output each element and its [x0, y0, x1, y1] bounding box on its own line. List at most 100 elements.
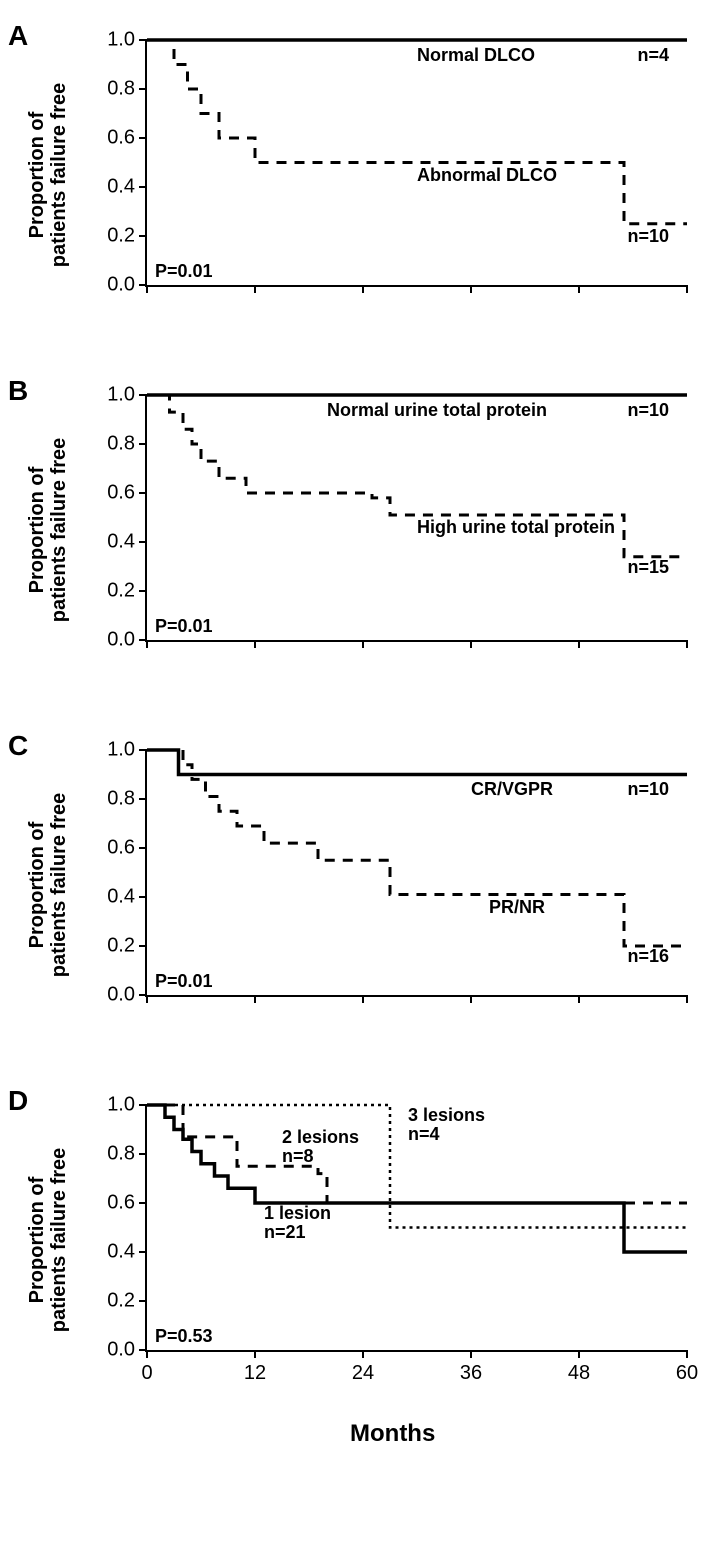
km-svg-A: [147, 40, 687, 285]
annotation: 2 lesions: [282, 1127, 359, 1148]
xtick: [686, 1350, 689, 1358]
ytick: [139, 1153, 147, 1156]
xtick: [362, 640, 365, 648]
ytick: [139, 88, 147, 91]
yticklabel: 0.4: [107, 176, 135, 199]
xtick: [362, 285, 365, 293]
ytick: [139, 847, 147, 850]
yticklabel: 0.8: [107, 78, 135, 101]
yticklabel: 1.0: [107, 29, 135, 52]
km-figure: A 0.00.20.40.60.81.0Normal DLCOn=4Abnorm…: [0, 0, 721, 1544]
annotation: n=10: [627, 400, 669, 421]
yticklabel: 0.4: [107, 1241, 135, 1264]
xtick: [254, 285, 257, 293]
xticklabel: 36: [460, 1362, 482, 1385]
ytick: [139, 443, 147, 446]
ytick: [139, 590, 147, 593]
xticklabel: 60: [676, 1362, 698, 1385]
ytick: [139, 541, 147, 544]
xtick: [470, 640, 473, 648]
xtick: [470, 1350, 473, 1358]
ytick: [139, 1251, 147, 1254]
xtick: [254, 995, 257, 1003]
panel-label-A: A: [8, 20, 28, 52]
panel-D: D 0.00.20.40.60.81.0012243648602 lesions…: [0, 1080, 721, 1500]
ytick: [139, 394, 147, 397]
annotation: n=21: [264, 1222, 306, 1243]
km-curve-abnormal-dlco: [147, 40, 687, 224]
annotation: n=16: [627, 946, 669, 967]
yticklabel: 0.4: [107, 531, 135, 554]
km-curve-pr-nr: [147, 750, 687, 946]
annotation: 1 lesion: [264, 1203, 331, 1224]
xticklabel: 24: [352, 1362, 374, 1385]
xtick: [146, 285, 149, 293]
annotation: n=8: [282, 1146, 314, 1167]
yticklabel: 0.0: [107, 629, 135, 652]
annotation: n=4: [637, 45, 669, 66]
plot-area-C: 0.00.20.40.60.81.0CR/VGPRn=10PR/NRn=16P=…: [145, 750, 687, 997]
xtick: [254, 1350, 257, 1358]
ytick: [139, 798, 147, 801]
yticklabel: 0.4: [107, 886, 135, 909]
ytick: [139, 1104, 147, 1107]
ytick: [139, 945, 147, 948]
yticklabel: 0.6: [107, 482, 135, 505]
xtick: [146, 1350, 149, 1358]
xtick: [470, 995, 473, 1003]
yticklabel: 1.0: [107, 384, 135, 407]
xticklabel: 48: [568, 1362, 590, 1385]
annotation: n=10: [627, 779, 669, 800]
annotation: Normal DLCO: [417, 45, 535, 66]
yticklabel: 1.0: [107, 1094, 135, 1117]
xlabel: Months: [350, 1420, 435, 1448]
ylabel-B: Proportion ofpatients failure free: [26, 410, 70, 650]
ylabel-A: Proportion ofpatients failure free: [26, 55, 70, 295]
panel-label-B: B: [8, 375, 28, 407]
pvalue-A: P=0.01: [155, 261, 213, 282]
panel-label-D: D: [8, 1085, 28, 1117]
annotation: n=4: [408, 1124, 440, 1145]
pvalue-C: P=0.01: [155, 971, 213, 992]
yticklabel: 0.6: [107, 127, 135, 150]
yticklabel: 0.2: [107, 225, 135, 248]
yticklabel: 0.0: [107, 274, 135, 297]
yticklabel: 0.8: [107, 1143, 135, 1166]
ytick: [139, 186, 147, 189]
ytick: [139, 1202, 147, 1205]
ylabel-D: Proportion ofpatients failure free: [26, 1120, 70, 1360]
yticklabel: 0.2: [107, 580, 135, 603]
yticklabel: 0.0: [107, 1339, 135, 1362]
annotation: 3 lesions: [408, 1105, 485, 1126]
xtick: [578, 1350, 581, 1358]
yticklabel: 0.8: [107, 433, 135, 456]
xtick: [146, 995, 149, 1003]
ytick: [139, 749, 147, 752]
xtick: [686, 285, 689, 293]
xtick: [578, 285, 581, 293]
yticklabel: 0.8: [107, 788, 135, 811]
ytick: [139, 39, 147, 42]
xtick: [578, 995, 581, 1003]
annotation: Normal urine total protein: [327, 400, 547, 421]
yticklabel: 0.0: [107, 984, 135, 1007]
plot-area-D: 0.00.20.40.60.81.0012243648602 lesionsn=…: [145, 1105, 687, 1352]
xticklabel: 12: [244, 1362, 266, 1385]
panel-A: A 0.00.20.40.60.81.0Normal DLCOn=4Abnorm…: [0, 15, 721, 355]
km-curve-cr-vgpr: [147, 750, 687, 775]
pvalue-D: P=0.53: [155, 1326, 213, 1347]
panel-label-C: C: [8, 730, 28, 762]
annotation: CR/VGPR: [471, 779, 553, 800]
ytick: [139, 1300, 147, 1303]
annotation: PR/NR: [489, 897, 545, 918]
yticklabel: 0.6: [107, 1192, 135, 1215]
xtick: [146, 640, 149, 648]
annotation: n=10: [627, 226, 669, 247]
annotation: n=15: [627, 557, 669, 578]
xtick: [470, 285, 473, 293]
xtick: [686, 640, 689, 648]
ytick: [139, 137, 147, 140]
yticklabel: 0.2: [107, 935, 135, 958]
plot-area-A: 0.00.20.40.60.81.0Normal DLCOn=4Abnormal…: [145, 40, 687, 287]
yticklabel: 0.6: [107, 837, 135, 860]
